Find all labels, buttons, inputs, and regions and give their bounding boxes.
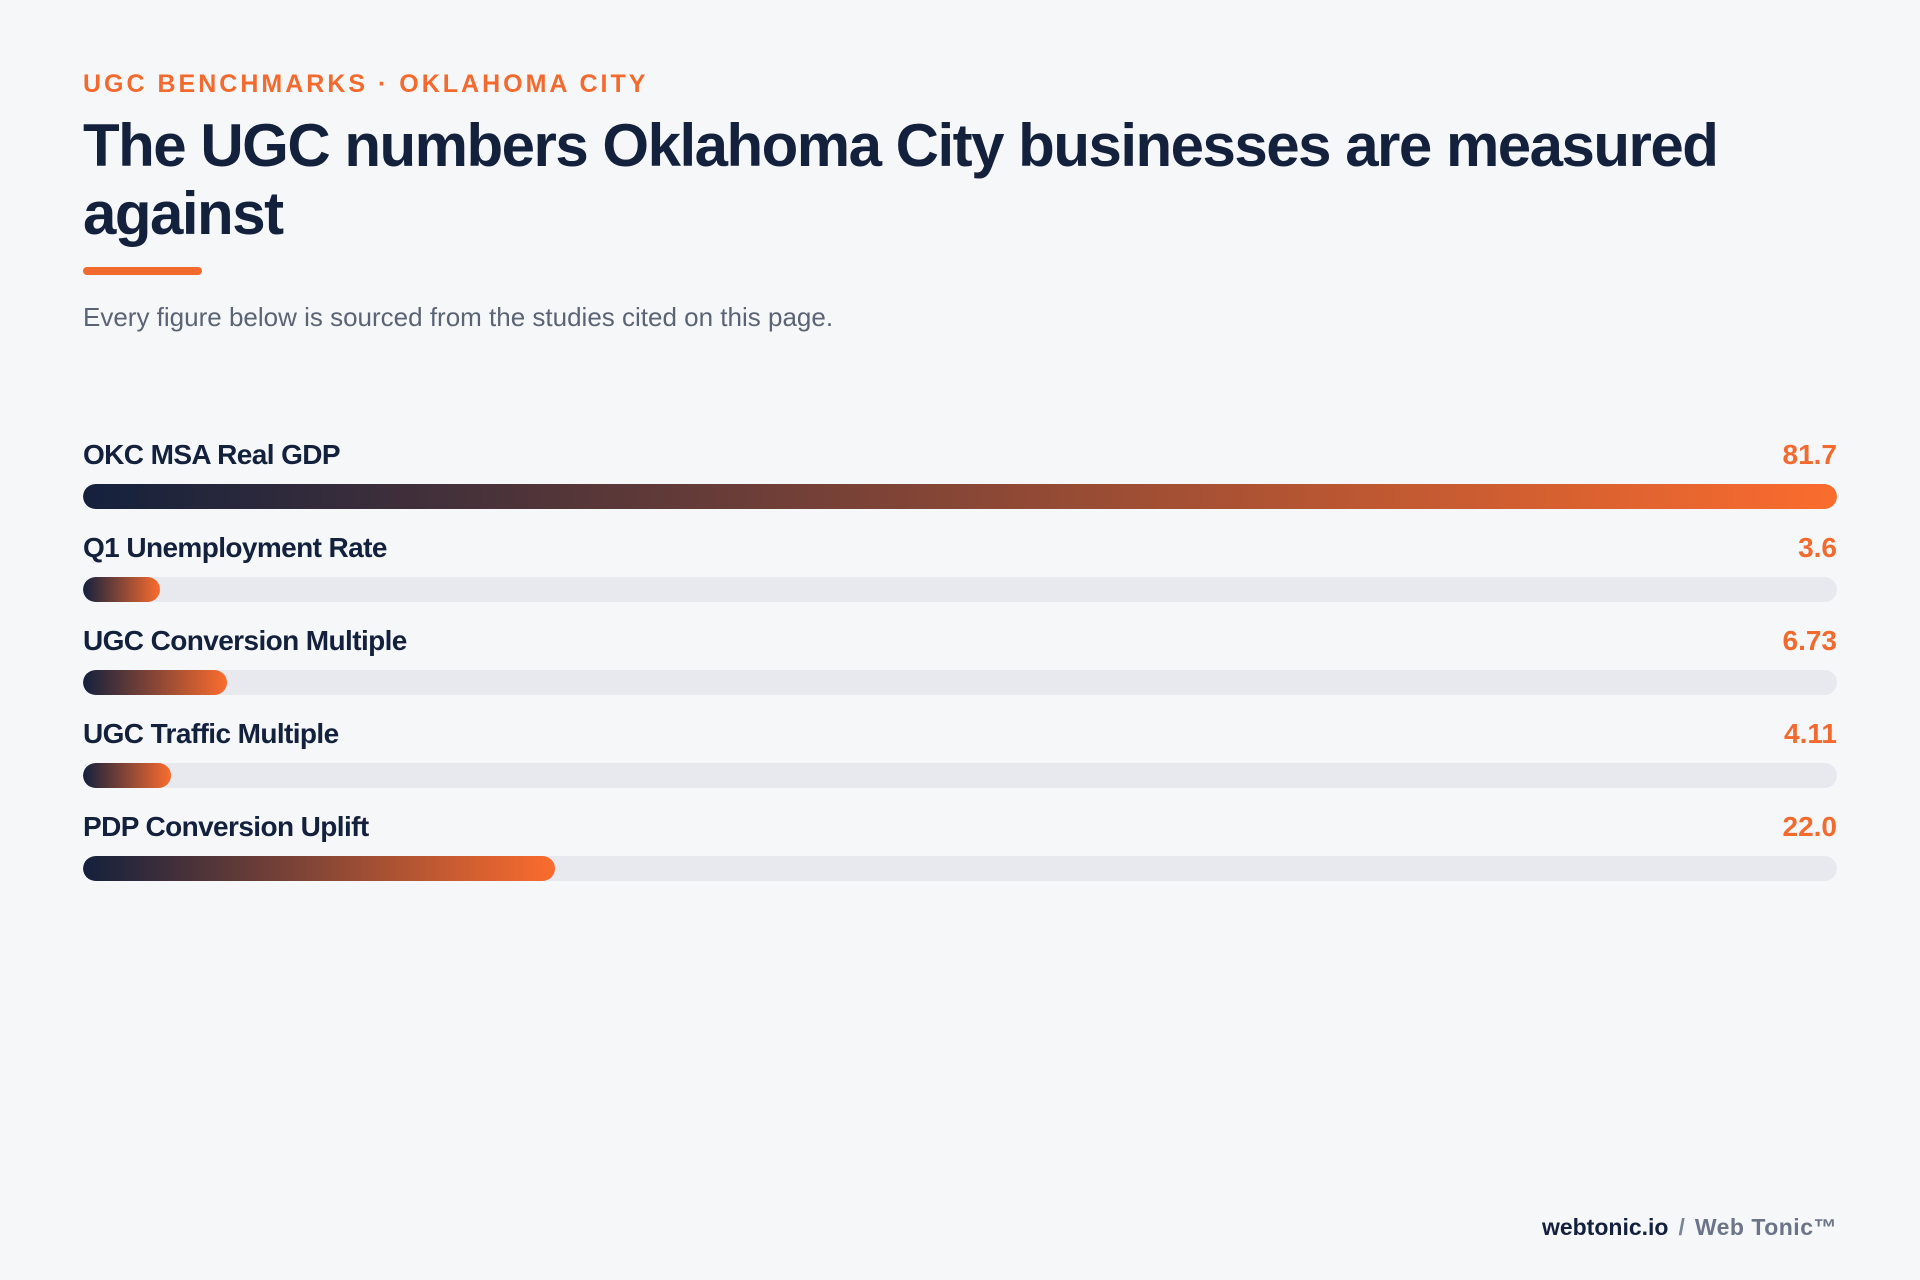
footer-brand: Web Tonic™ — [1694, 1214, 1837, 1240]
chart-row: PDP Conversion Uplift 22.0 — [83, 809, 1837, 902]
accent-rule — [83, 267, 202, 275]
chart-row-header: PDP Conversion Uplift 22.0 — [83, 809, 1837, 855]
chart-row: Q1 Unemployment Rate 3.6 — [83, 530, 1837, 623]
bar-track — [83, 484, 1837, 509]
chart-row: UGC Conversion Multiple 6.73 — [83, 623, 1837, 716]
page-subtitle: Every figure below is sourced from the s… — [83, 302, 834, 332]
chart-row: OKC MSA Real GDP 81.7 — [83, 437, 1837, 530]
bar-value-label: 81.7 — [1782, 439, 1838, 470]
eyebrow-label: UGC BENCHMARKS · OKLAHOMA CITY — [83, 70, 649, 98]
footer-separator: / — [1678, 1214, 1685, 1240]
chart-row-header: Q1 Unemployment Rate 3.6 — [83, 530, 1837, 576]
bar — [83, 670, 227, 695]
bar — [83, 484, 1837, 509]
bar-value-label: 4.11 — [1784, 718, 1837, 749]
chart-row-header: UGC Conversion Multiple 6.73 — [83, 623, 1837, 669]
bar-chart: OKC MSA Real GDP 81.7 Q1 Unemployment Rate… — [83, 437, 1837, 902]
bar-track — [83, 856, 1837, 881]
bar-label: PDP Conversion Uplift — [83, 811, 369, 842]
footer: webtonic.io / Web Tonic™ — [1542, 1214, 1837, 1241]
bar-label: UGC Traffic Multiple — [83, 718, 339, 749]
bar — [83, 577, 160, 602]
bar-value-label: 6.73 — [1782, 625, 1838, 656]
bar-track — [83, 763, 1837, 788]
chart-row-header: OKC MSA Real GDP 81.7 — [83, 437, 1837, 483]
chart-row-header: UGC Traffic Multiple 4.11 — [83, 716, 1837, 762]
infographic: UGC BENCHMARKS · OKLAHOMA CITY The UGC n… — [83, 0, 1837, 1280]
bar-value-label: 3.6 — [1798, 532, 1837, 563]
bar — [83, 763, 171, 788]
bar-track — [83, 577, 1837, 602]
footer-domain: webtonic.io — [1541, 1214, 1669, 1240]
page-title: The UGC numbers Oklahoma City businesses… — [83, 112, 1719, 247]
bar-label: UGC Conversion Multiple — [83, 625, 407, 656]
bar — [83, 856, 555, 881]
bar-track — [83, 670, 1837, 695]
chart-row: UGC Traffic Multiple 4.11 — [83, 716, 1837, 809]
bar-label: Q1 Unemployment Rate — [83, 532, 387, 563]
bar-value-label: 22.0 — [1782, 811, 1838, 842]
bar-label: OKC MSA Real GDP — [83, 439, 341, 470]
